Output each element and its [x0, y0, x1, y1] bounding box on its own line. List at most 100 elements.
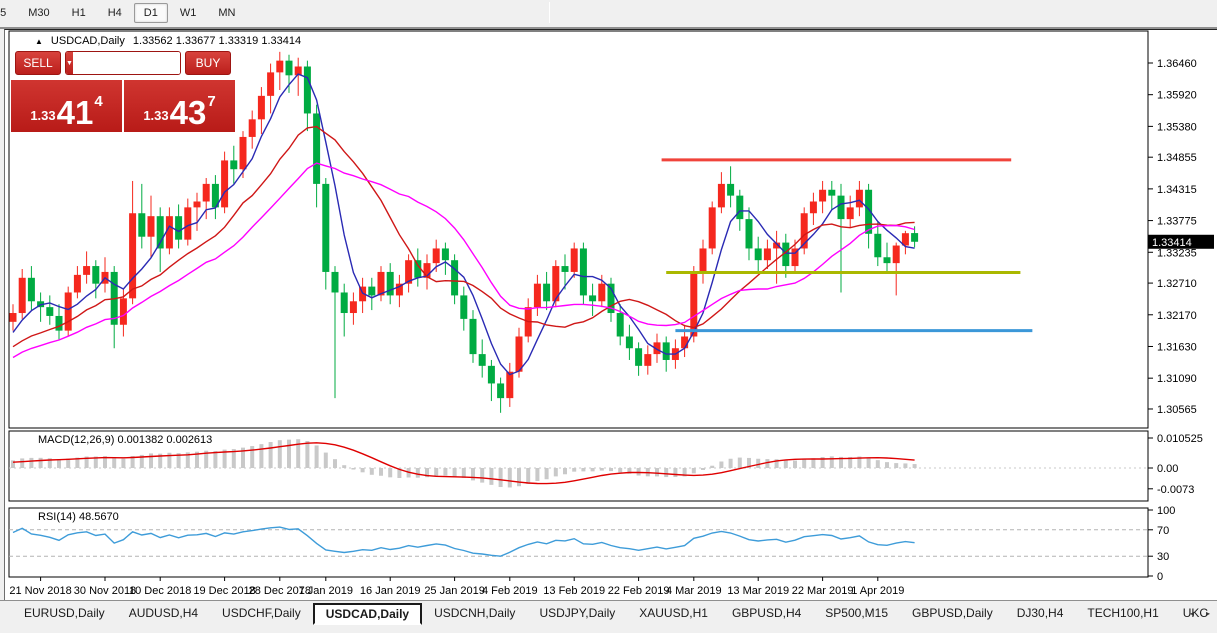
axis-label: 1.32170	[1157, 310, 1197, 322]
macd-bar	[296, 439, 301, 468]
bear-candle	[368, 286, 376, 296]
symbol-tab-USDCNH-Daily[interactable]: USDCNH,Daily	[434, 606, 516, 620]
symbol-tab-USDCHF-Daily[interactable]: USDCHF,Daily	[222, 606, 301, 620]
macd-bar	[323, 452, 328, 468]
bull-candle	[892, 245, 900, 264]
bear-candle	[303, 66, 311, 114]
date-label: 4 Feb 2019	[482, 585, 538, 597]
macd-bar	[710, 465, 715, 468]
bear-candle	[543, 283, 551, 302]
bear-candle	[607, 283, 615, 314]
bear-candle	[589, 295, 597, 302]
tab-scroll-left-button[interactable]: ◂	[1189, 608, 1194, 618]
macd-bar	[195, 451, 199, 468]
tab-scroll-right-button[interactable]: ▸	[1205, 608, 1210, 618]
volume-input[interactable]	[72, 52, 180, 74]
axis-label: 1.35380	[1157, 121, 1197, 133]
date-label: 25 Jan 2019	[424, 585, 485, 597]
date-label: 19 Dec 2018	[193, 585, 255, 597]
bull-candle	[294, 66, 302, 76]
macd-bar	[517, 468, 521, 487]
buy-button[interactable]: BUY	[185, 51, 231, 75]
macd-bar	[397, 468, 402, 478]
macd-bar	[507, 468, 512, 488]
bull-candle	[432, 248, 440, 264]
bull-candle	[506, 371, 514, 399]
axis-label: 1.33235	[1157, 247, 1197, 259]
timeframe-button-M30[interactable]: M30	[28, 7, 50, 19]
macd-bar	[287, 439, 291, 468]
sell-price-tile[interactable]: 1.33 41 4	[11, 80, 122, 132]
bull-candle	[147, 216, 155, 237]
symbol-tab-XAUUSD-H1[interactable]: XAUUSD,H1	[639, 606, 708, 620]
timeframe-button-D1[interactable]: D1	[133, 3, 168, 23]
timeframe-button-H4[interactable]: H4	[107, 7, 122, 19]
macd-bar	[581, 468, 586, 472]
volume-decrease-button[interactable]: ▼	[66, 52, 73, 74]
bear-candle	[138, 213, 146, 237]
symbol-tab-bar: EURUSD,Daily AUDUSD,H4 USDCHF,Daily USDCAD,…	[0, 600, 1217, 627]
buy-price-sup: 7	[207, 93, 216, 110]
bear-candle	[497, 383, 505, 399]
macd-bar	[158, 453, 163, 468]
macd-bar	[351, 468, 356, 470]
bull-candle	[653, 342, 661, 355]
symbol-tab-AUDUSD-H4[interactable]: AUDUSD,H4	[128, 606, 199, 620]
bull-candle	[717, 183, 725, 208]
macd-bar	[388, 468, 393, 478]
symbol-tab-GBPUSD-H4[interactable]: GBPUSD,H4	[731, 606, 802, 620]
timeframe-button-MN[interactable]: MN	[218, 7, 236, 19]
bear-candle	[469, 318, 477, 355]
bull-candle	[681, 336, 689, 349]
macd-bar	[103, 456, 107, 468]
buy-price-tile[interactable]: 1.33 43 7	[124, 80, 235, 132]
axis-label: 0.010525	[1157, 433, 1203, 445]
bull-candle	[257, 95, 265, 120]
symbol-tab-UKC[interactable]: UKC	[1182, 606, 1209, 620]
macd-bar	[572, 468, 577, 472]
macd-bar	[241, 447, 245, 468]
bear-candle	[487, 365, 495, 384]
timeframe-button-15[interactable]: 15	[0, 7, 7, 19]
chart-collapse-icon[interactable]: ▲	[35, 36, 43, 46]
symbol-tab-GBPUSD-Daily[interactable]: GBPUSD,Daily	[912, 606, 993, 620]
bear-candle	[414, 260, 422, 278]
macd-bar	[903, 463, 908, 468]
macd-bar	[885, 462, 889, 468]
bull-candle	[819, 189, 827, 202]
macd-bar	[66, 458, 71, 468]
timeframe-button-W1[interactable]: W1	[179, 7, 197, 19]
bull-candle	[708, 207, 716, 249]
symbol-tab-USDJPY-Daily[interactable]: USDJPY,Daily	[539, 606, 616, 620]
current-price-badge	[1148, 234, 1214, 249]
bear-candle	[92, 266, 100, 284]
macd-bar	[434, 468, 439, 477]
bull-candle	[855, 189, 863, 208]
date-label: 1 Apr 2019	[851, 585, 904, 597]
bull-candle	[515, 336, 523, 372]
macd-bar	[149, 453, 153, 468]
macd-bar	[839, 456, 843, 468]
bear-candle	[441, 248, 449, 261]
symbol-tab-SP500-M15[interactable]: SP500,M15	[825, 606, 889, 620]
symbol-tab-TECH100-H1[interactable]: TECH100,H1	[1087, 606, 1159, 620]
bull-candle	[184, 207, 192, 240]
sell-button[interactable]: SELL	[15, 51, 61, 75]
symbol-tab-USDCAD-Daily[interactable]: USDCAD,Daily	[312, 603, 423, 625]
macd-bar	[820, 457, 825, 468]
timeframe-toolbar: 15 M30 H1 H4 D1 W1 MN	[0, 0, 1217, 26]
fast-ma-line	[12, 73, 915, 376]
bear-candle	[156, 216, 164, 249]
bull-candle	[193, 201, 201, 208]
macd-bar	[342, 465, 347, 468]
chart-window: 1.36460 1.35920 1.35380 1.34855 1.34315 1.337…	[4, 29, 1217, 601]
bull-candle	[901, 233, 909, 246]
symbol-tab-EURUSD-Daily[interactable]: EURUSD,Daily	[24, 606, 105, 620]
axis-label: 1.31630	[1157, 341, 1197, 353]
bull-candle	[129, 213, 137, 299]
symbol-tab-DJ30-H4[interactable]: DJ30,H4	[1016, 606, 1064, 620]
date-label: 13 Mar 2019	[727, 585, 789, 597]
timeframe-button-H1[interactable]: H1	[71, 7, 86, 19]
macd-bar	[314, 445, 319, 468]
bear-candle	[865, 189, 873, 234]
